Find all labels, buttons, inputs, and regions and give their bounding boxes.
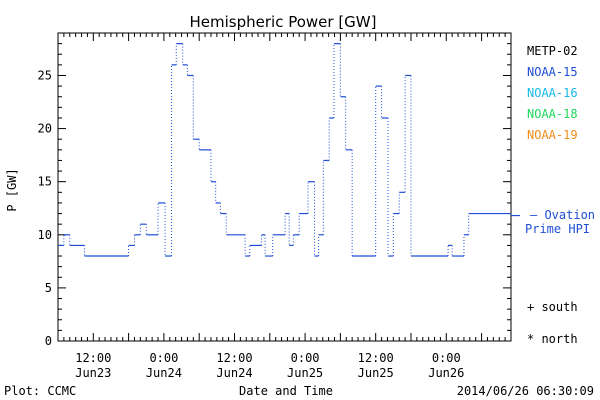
x-tick-date: Jun23 (75, 366, 111, 380)
x-tick-time: 0:00 (291, 351, 320, 365)
legend-item: NOAA-15 (527, 65, 578, 79)
x-tick-time: 12:00 (358, 351, 394, 365)
y-axis: 0 5 10 15 20 25 (38, 32, 511, 348)
south-marker-label: + south (527, 300, 578, 314)
x-axis-label: Date and Time (239, 384, 333, 398)
y-tick-label: 15 (38, 175, 52, 189)
x-tick-date: Jun25 (358, 366, 394, 380)
x-tick-time: 0:00 (432, 351, 461, 365)
x-tick-date: Jun26 (428, 366, 464, 380)
legend-item: METP-02 (527, 44, 578, 58)
x-tick-time: 12:00 (216, 351, 252, 365)
timestamp: 2014/06/26 06:30:09 (457, 384, 594, 398)
x-tick-time: 0:00 (149, 351, 178, 365)
y-tick-label: 10 (38, 228, 52, 242)
x-axis: 12:00Jun230:00Jun2412:00Jun240:00Jun2512… (57, 33, 512, 380)
ovation-label: — Ovation (530, 208, 595, 222)
y-tick-label: 25 (38, 68, 52, 82)
ovation-sublabel: Prime HPI (525, 222, 590, 236)
x-tick-date: Jun24 (146, 366, 182, 380)
north-marker-label: * north (527, 332, 578, 346)
x-tick-time: 12:00 (75, 351, 111, 365)
series-layer (58, 43, 511, 257)
x-tick-date: Jun25 (287, 366, 323, 380)
plot-credit: Plot: CCMC (4, 384, 76, 398)
legend-item: NOAA-16 (527, 86, 578, 100)
legend-item: NOAA-18 (527, 107, 578, 121)
legend: METP-02 NOAA-15 NOAA-16 NOAA-18 NOAA-19 (527, 44, 578, 142)
y-tick-label: 0 (45, 334, 52, 348)
legend-item: NOAA-19 (527, 128, 578, 142)
plot-frame (57, 32, 512, 342)
chart-title: Hemispheric Power [GW] (190, 13, 377, 31)
y-axis-label: P [GW] (5, 168, 19, 211)
y-tick-label: 5 (45, 281, 52, 295)
x-tick-date: Jun24 (216, 366, 252, 380)
y-tick-label: 20 (38, 122, 52, 136)
